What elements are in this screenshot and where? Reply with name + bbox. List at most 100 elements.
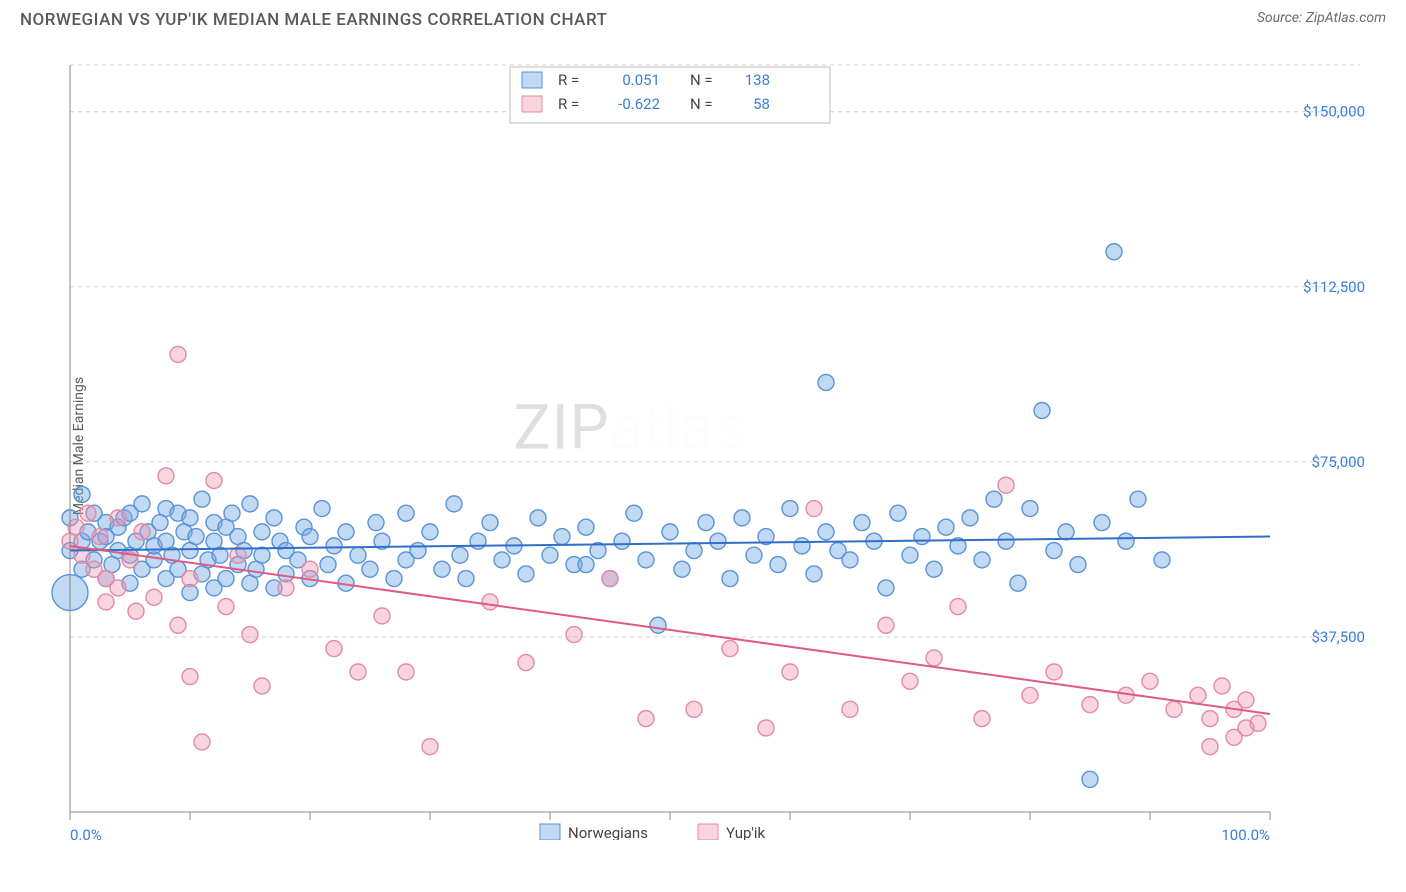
data-point [374, 608, 390, 624]
data-point [794, 538, 810, 554]
data-point [686, 543, 702, 559]
data-point [1106, 244, 1122, 260]
data-point [626, 505, 642, 521]
data-point [530, 510, 546, 526]
data-point [182, 669, 198, 685]
y-tick-label: $37,500 [1311, 628, 1365, 646]
y-tick-label: $75,000 [1311, 453, 1365, 471]
x-tick-label: 0.0% [70, 826, 102, 840]
data-point [1190, 687, 1206, 703]
legend-swatch [522, 96, 542, 112]
legend-n-label: N = [690, 95, 713, 113]
data-point [818, 374, 834, 390]
legend-r-label: R = [558, 95, 579, 113]
legend-n-value: 58 [753, 95, 770, 113]
data-point [386, 571, 402, 587]
data-point [110, 510, 126, 526]
legend-n-value: 138 [745, 71, 770, 89]
data-point [206, 473, 222, 489]
data-point [1010, 575, 1026, 591]
legend-r-label: R = [558, 71, 579, 89]
data-point [458, 571, 474, 587]
legend-n-label: N = [690, 71, 713, 89]
data-point [1058, 524, 1074, 540]
data-point [662, 524, 678, 540]
chart-area: ZIPatlas0.0%100.0%$37,500$75,000$112,500… [50, 50, 1386, 842]
data-point [950, 599, 966, 615]
data-point [218, 599, 234, 615]
data-point [1046, 664, 1062, 680]
data-point [446, 496, 462, 512]
data-point [254, 524, 270, 540]
data-point [914, 529, 930, 545]
legend-r-value: 0.051 [622, 71, 660, 89]
data-point [410, 543, 426, 559]
data-point [926, 650, 942, 666]
data-point [614, 533, 630, 549]
data-point [818, 524, 834, 540]
data-point [1070, 557, 1086, 573]
data-point [326, 641, 342, 657]
data-point [314, 501, 330, 517]
data-point [494, 552, 510, 568]
data-point [722, 571, 738, 587]
data-point [806, 501, 822, 517]
data-point [674, 561, 690, 577]
y-tick-label: $150,000 [1303, 103, 1365, 121]
data-point [902, 547, 918, 563]
data-point [1250, 715, 1266, 731]
data-point [902, 673, 918, 689]
data-point [1142, 673, 1158, 689]
legend-swatch [522, 72, 542, 88]
data-point [92, 529, 108, 545]
data-point [998, 477, 1014, 493]
data-point [710, 533, 726, 549]
data-point [962, 510, 978, 526]
data-point [518, 655, 534, 671]
data-point [320, 557, 336, 573]
data-point [758, 720, 774, 736]
legend-swatch [698, 824, 718, 840]
data-point [998, 533, 1014, 549]
data-point [518, 566, 534, 582]
data-point [1154, 552, 1170, 568]
data-point [350, 547, 366, 563]
data-point [638, 711, 654, 727]
data-point [1022, 687, 1038, 703]
data-point [1034, 402, 1050, 418]
data-point [1094, 515, 1110, 531]
data-point [242, 627, 258, 643]
data-point [452, 547, 468, 563]
data-point [566, 627, 582, 643]
data-point [1022, 501, 1038, 517]
data-point [746, 547, 762, 563]
data-point [98, 594, 114, 610]
data-point [782, 501, 798, 517]
data-point [302, 561, 318, 577]
data-point [1202, 711, 1218, 727]
data-point [422, 739, 438, 755]
y-tick-label: $112,500 [1303, 278, 1365, 296]
data-point [602, 571, 618, 587]
legend-series-label: Yup'ik [726, 824, 765, 840]
data-point [422, 524, 438, 540]
data-point [686, 701, 702, 717]
svg-text:ZIPatlas: ZIPatlas [514, 392, 747, 465]
data-point [194, 491, 210, 507]
data-point [128, 603, 144, 619]
data-point [722, 641, 738, 657]
data-point [890, 505, 906, 521]
data-point [1166, 701, 1182, 717]
data-point [398, 505, 414, 521]
chart-title: NORWEGIAN VS YUP'IK MEDIAN MALE EARNINGS… [20, 10, 607, 30]
data-point [1082, 697, 1098, 713]
data-point [806, 566, 822, 582]
data-point [482, 594, 498, 610]
data-point [134, 524, 150, 540]
data-point [578, 519, 594, 535]
data-point [926, 561, 942, 577]
scatter-chart: ZIPatlas0.0%100.0%$37,500$75,000$112,500… [50, 50, 1370, 840]
data-point [254, 547, 270, 563]
data-point [266, 510, 282, 526]
data-point [974, 552, 990, 568]
